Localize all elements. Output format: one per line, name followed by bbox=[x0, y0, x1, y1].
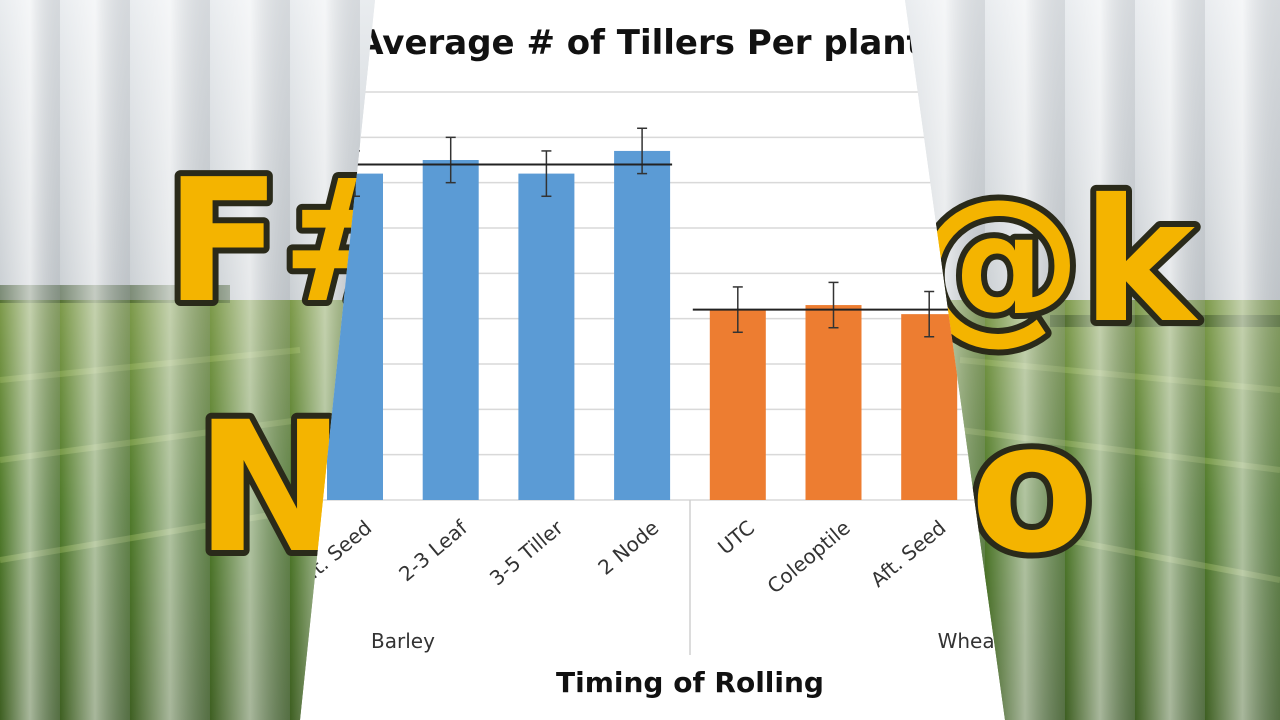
overlay-letter: @k bbox=[912, 163, 1199, 361]
bar bbox=[422, 160, 479, 500]
chart-title: Average # of Tillers Per plant bbox=[357, 23, 923, 63]
x-axis-title: Timing of Rolling bbox=[556, 666, 824, 699]
bar bbox=[614, 150, 671, 500]
bar bbox=[518, 173, 575, 500]
bar bbox=[805, 305, 862, 500]
bar bbox=[901, 314, 958, 500]
group-label: Barley bbox=[371, 629, 435, 653]
chart-panel: Average # of Tillers Per plant Timing of… bbox=[300, 0, 1005, 720]
overlay-letter: o bbox=[970, 384, 1094, 593]
bar bbox=[709, 309, 766, 500]
group-label: Wheat bbox=[938, 629, 1003, 653]
